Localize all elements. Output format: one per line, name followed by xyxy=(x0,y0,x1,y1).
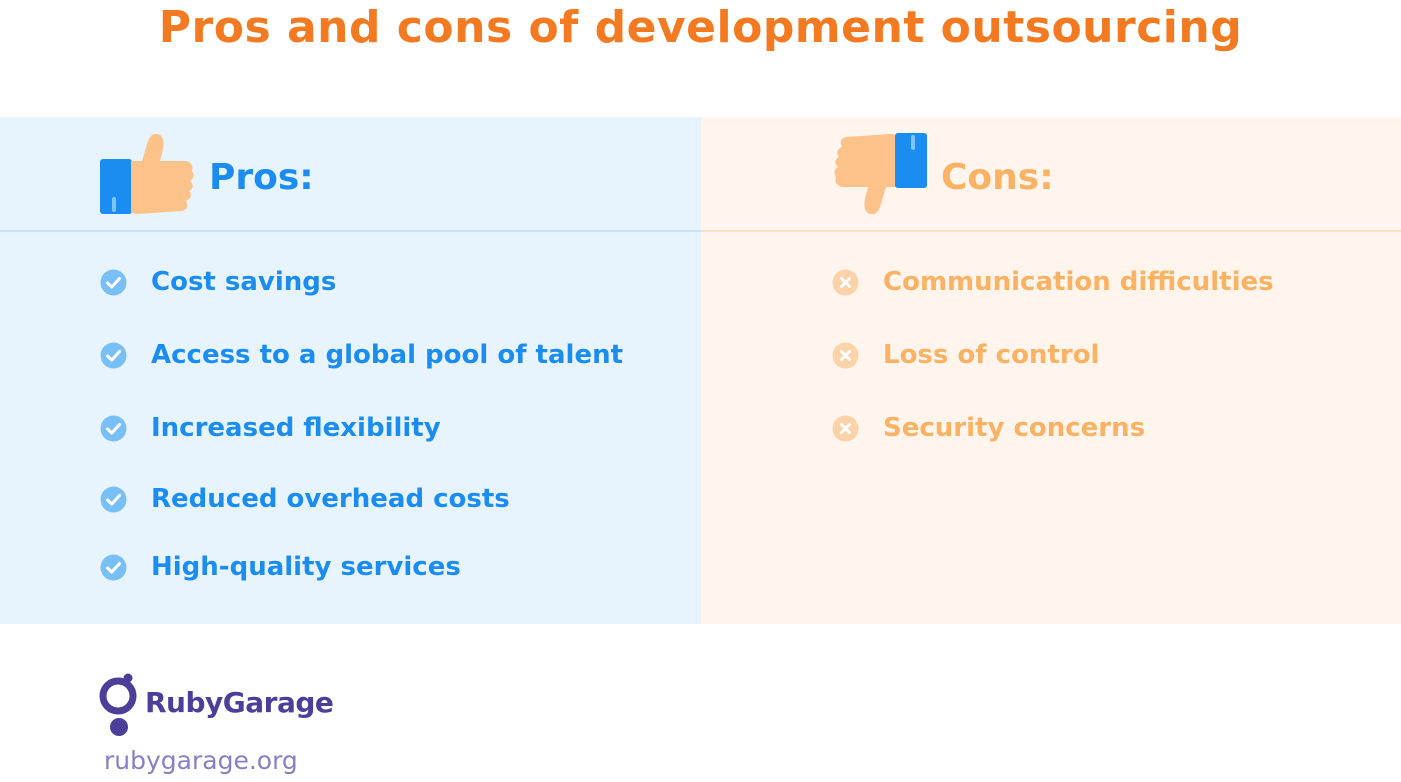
x-circle-icon xyxy=(832,269,859,295)
check-circle-icon xyxy=(100,486,127,512)
list-item-label: Loss of control xyxy=(883,340,1100,370)
list-item: Increased flexibility xyxy=(100,413,441,443)
thumbs-down-icon xyxy=(834,133,927,215)
list-item-label: Cost savings xyxy=(151,267,337,297)
x-circle-icon xyxy=(832,415,859,441)
list-item-label: Security concerns xyxy=(883,413,1146,443)
list-item: Communication difficulties xyxy=(832,267,1274,297)
list-item-label: Reduced overhead costs xyxy=(151,484,510,514)
list-item-label: Access to a global pool of talent xyxy=(151,340,624,370)
thumbs-up-icon xyxy=(100,133,194,214)
list-item: Reduced overhead costs xyxy=(100,484,510,514)
check-circle-icon xyxy=(100,415,127,441)
list-item: Loss of control xyxy=(832,340,1099,370)
check-circle-icon xyxy=(100,342,127,368)
check-circle-icon xyxy=(100,554,127,580)
list-item-label: Increased flexibility xyxy=(151,413,441,443)
x-circle-icon xyxy=(832,342,859,368)
brand-url[interactable]: rubygarage.org xyxy=(104,746,298,775)
rubygarage-logo-icon xyxy=(99,673,137,736)
cons-panel: Cons: Communication difficulties Loss of… xyxy=(701,117,1401,624)
cons-divider xyxy=(701,230,1401,232)
check-circle-icon xyxy=(100,269,127,295)
pros-panel: Pros: Cost savings Access to a global po… xyxy=(0,117,701,624)
pros-divider xyxy=(0,230,701,232)
list-item: Security concerns xyxy=(832,413,1145,443)
pros-heading: Pros: xyxy=(209,157,314,198)
list-item-label: Communication difficulties xyxy=(883,267,1274,297)
list-item: Access to a global pool of talent xyxy=(100,340,623,370)
brand-name: RubyGarage xyxy=(145,686,334,719)
list-item: High-quality services xyxy=(100,552,461,582)
list-item-label: High-quality services xyxy=(151,552,461,582)
page-title: Pros and cons of development outsourcing xyxy=(158,2,1243,53)
list-item: Cost savings xyxy=(100,267,336,297)
cons-heading: Cons: xyxy=(941,157,1054,198)
